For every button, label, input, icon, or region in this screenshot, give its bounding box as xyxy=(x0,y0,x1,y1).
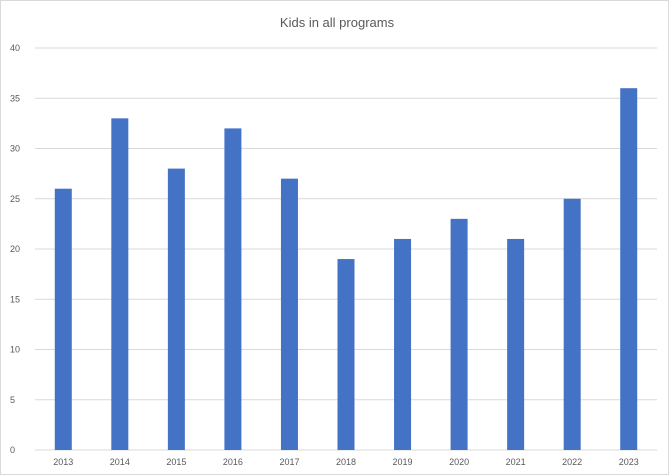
x-tick-label: 2018 xyxy=(336,457,356,467)
bar-2015 xyxy=(167,168,185,450)
x-axis-tick-labels: 2013 2014 2015 2016 2017 2018 2019 2020 2021 2022… xyxy=(53,457,638,467)
x-tick-label: 2014 xyxy=(110,457,130,467)
y-tick-label: 20 xyxy=(10,244,20,254)
y-tick-label: 10 xyxy=(10,345,20,355)
bar-2023 xyxy=(620,88,638,450)
x-tick-label: 2016 xyxy=(223,457,243,467)
chart-title: Kids in all programs xyxy=(280,15,395,30)
x-tick-label: 2022 xyxy=(562,457,582,467)
y-tick-label: 40 xyxy=(10,43,20,53)
x-tick-label: 2020 xyxy=(449,457,469,467)
x-tick-label: 2017 xyxy=(279,457,299,467)
y-tick-label: 15 xyxy=(10,294,20,304)
x-tick-label: 2023 xyxy=(619,457,639,467)
y-tick-label: 35 xyxy=(10,93,20,103)
bar-2022 xyxy=(563,198,581,450)
bar-2020 xyxy=(450,218,468,450)
bars xyxy=(54,88,638,450)
y-tick-label: 0 xyxy=(10,445,15,455)
x-tick-label: 2019 xyxy=(393,457,413,467)
y-tick-label: 30 xyxy=(10,144,20,154)
y-tick-label: 5 xyxy=(10,395,15,405)
y-axis-tick-labels: 0 5 10 15 20 25 30 35 40 xyxy=(10,43,20,455)
bar-2013 xyxy=(54,188,72,450)
gridlines xyxy=(35,47,657,451)
bar-2019 xyxy=(394,238,412,450)
x-tick-label: 2013 xyxy=(53,457,73,467)
bar-2016 xyxy=(224,128,242,450)
x-tick-label: 2015 xyxy=(166,457,186,467)
y-tick-label: 25 xyxy=(10,194,20,204)
bar-2021 xyxy=(507,238,525,450)
bar-2017 xyxy=(280,178,298,450)
bar-2014 xyxy=(111,118,129,450)
bar-2018 xyxy=(337,259,355,450)
x-tick-label: 2021 xyxy=(506,457,526,467)
